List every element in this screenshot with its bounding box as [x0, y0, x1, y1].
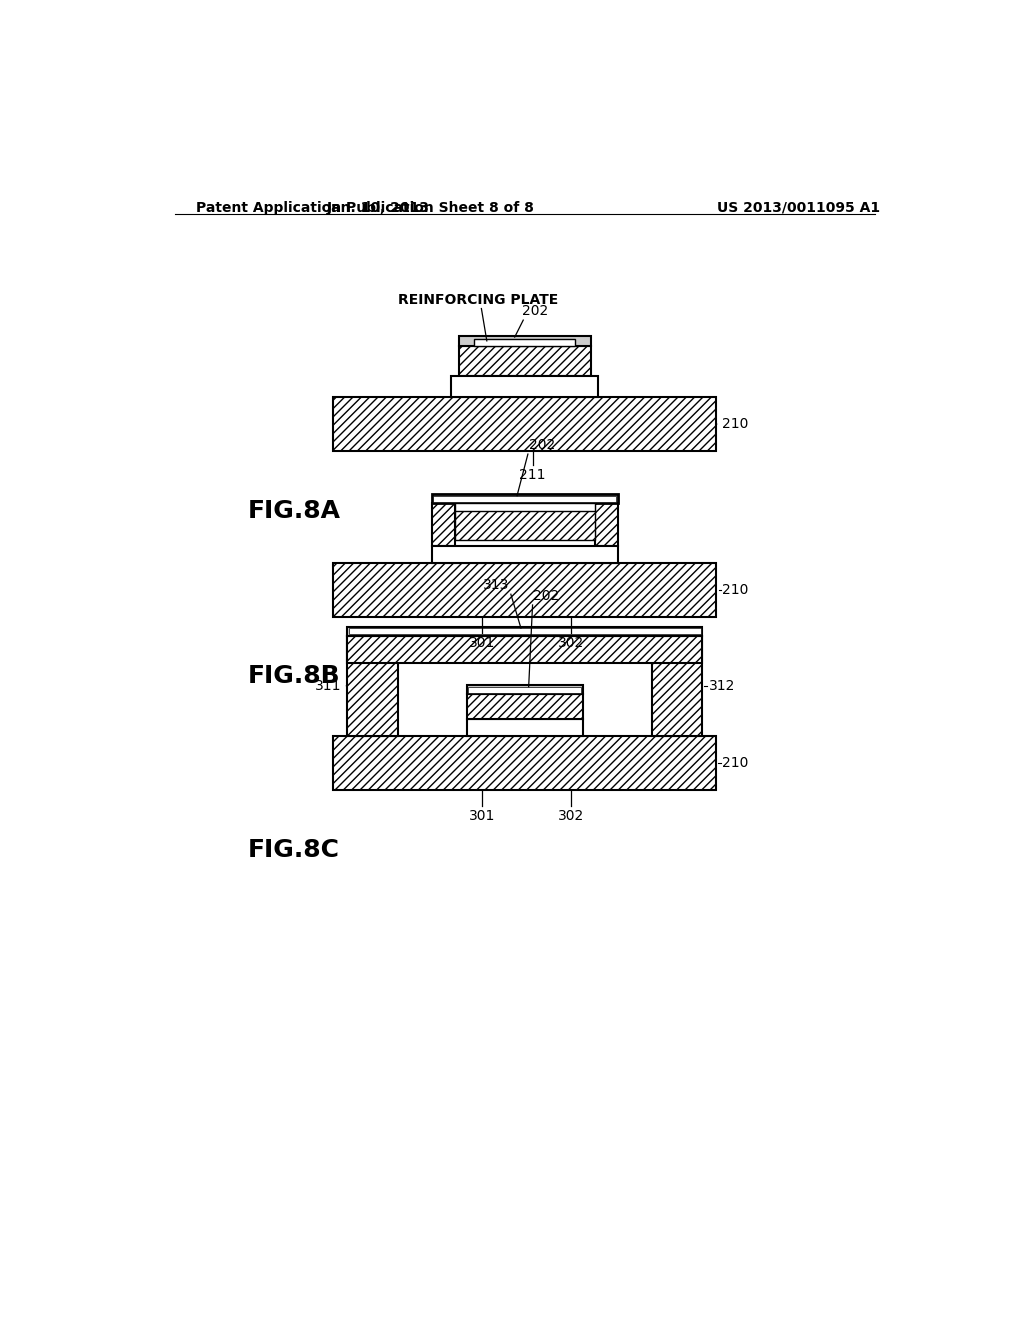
Bar	[432, 494, 617, 503]
Bar	[347, 636, 702, 663]
Text: FIG.8C: FIG.8C	[248, 838, 340, 862]
Bar	[347, 636, 397, 737]
Bar	[455, 503, 595, 511]
Text: FIG.8B: FIG.8B	[248, 664, 341, 688]
Text: Jan. 10, 2013  Sheet 8 of 8: Jan. 10, 2013 Sheet 8 of 8	[327, 201, 535, 215]
Bar	[432, 545, 617, 562]
Text: 202: 202	[528, 438, 555, 451]
Text: 313: 313	[483, 578, 509, 591]
Text: FIG.8A: FIG.8A	[248, 499, 341, 523]
Text: 312: 312	[709, 678, 735, 693]
Bar	[433, 496, 616, 502]
Bar	[467, 719, 583, 737]
Text: 210: 210	[722, 756, 749, 770]
Bar	[652, 636, 702, 737]
Text: 301: 301	[469, 636, 496, 649]
Bar	[459, 346, 591, 376]
Text: 202: 202	[532, 590, 559, 603]
Bar	[334, 737, 716, 789]
Bar	[334, 562, 716, 616]
Bar	[459, 335, 591, 346]
Bar	[468, 686, 582, 693]
Text: US 2013/0011095 A1: US 2013/0011095 A1	[717, 201, 880, 215]
Bar	[452, 376, 598, 397]
Bar	[349, 628, 700, 635]
Bar	[467, 694, 583, 719]
Bar	[455, 510, 595, 540]
Text: Patent Application Publication: Patent Application Publication	[197, 201, 434, 215]
Bar	[397, 636, 652, 737]
Bar	[474, 339, 575, 346]
Text: 210: 210	[716, 417, 749, 432]
Text: REINFORCING PLATE: REINFORCING PLATE	[397, 293, 558, 308]
Text: 202: 202	[521, 304, 548, 318]
Text: 210: 210	[722, 582, 749, 597]
Bar	[595, 503, 617, 545]
Text: 211: 211	[519, 469, 546, 482]
Bar	[467, 685, 583, 694]
Text: 302: 302	[558, 809, 585, 824]
Text: 311: 311	[314, 678, 341, 693]
Text: 302: 302	[558, 636, 585, 649]
Text: 301: 301	[469, 809, 496, 824]
Bar	[347, 627, 702, 636]
Bar	[334, 397, 716, 451]
Bar	[432, 503, 455, 545]
